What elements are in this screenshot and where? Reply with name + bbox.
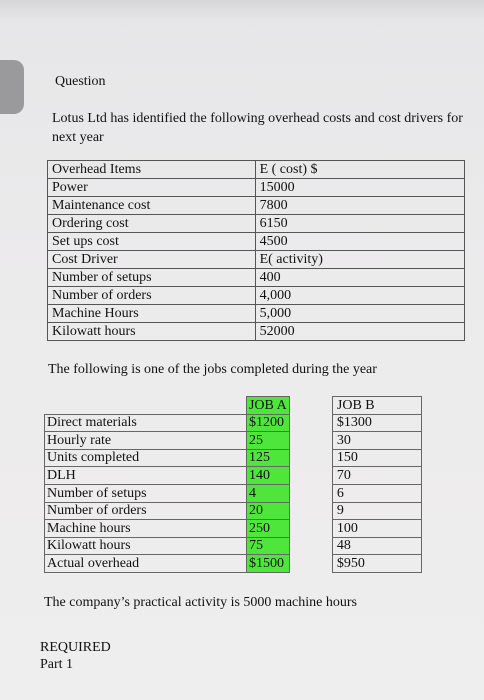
cost-label: Overhead Items [47, 160, 256, 179]
job-label: Kilowatt hours [44, 536, 247, 556]
table-row: Hourly rate 25 30 [44, 431, 423, 450]
job-label: Number of setups [44, 483, 247, 503]
cost-value: 15000 [254, 178, 466, 197]
column-gap [289, 502, 332, 520]
job-label: Number of orders [44, 501, 247, 521]
job-b-header: JOB B [331, 396, 423, 415]
cost-label: Number of orders [47, 286, 256, 305]
intro-text: Lotus Ltd has identified the following o… [52, 111, 463, 145]
column-gap [289, 484, 332, 502]
column-gap [289, 537, 332, 555]
cost-label: Kilowatt hours [47, 322, 256, 341]
job-a-value: 20 [245, 501, 290, 521]
table-row: Kilowatt hours 75 48 [44, 536, 423, 556]
table-row: Number of setups 4 6 [44, 483, 423, 503]
column-gap [289, 449, 332, 467]
table-row: DLH 140 70 [44, 466, 423, 485]
required-part: Part 1 [40, 657, 74, 672]
cost-label: Power [47, 178, 256, 197]
table-row: Overhead Items E ( cost) $ [47, 160, 466, 179]
cost-label: Cost Driver [47, 250, 256, 269]
job-b-value: $950 [331, 554, 423, 573]
job-a-value: 140 [245, 466, 290, 485]
job-label: Direct materials [44, 413, 247, 433]
cost-value: 5,000 [254, 304, 466, 323]
table-row: Power 15000 [47, 178, 466, 197]
column-gap [289, 432, 332, 450]
cost-value: 6150 [254, 214, 466, 233]
column-gap [289, 520, 332, 538]
side-tab [0, 60, 24, 114]
jobs-table: JOB A JOB B Direct materials $1200 $1300 H… [44, 396, 423, 573]
table-row: Machine Hours 5,000 [47, 304, 466, 323]
table-row: Machine hours 250 100 [44, 519, 423, 538]
overhead-cost-table: Overhead Items E ( cost) $ Power 15000 Mai… [47, 160, 466, 341]
table-row: Maintenance cost 7800 [47, 196, 466, 215]
top-bar [0, 0, 484, 18]
job-a-value: 250 [245, 519, 290, 538]
column-gap [289, 467, 332, 485]
table-row: Kilowatt hours 52000 [47, 322, 466, 341]
cost-label: Number of setups [47, 268, 256, 287]
job-b-value: 30 [331, 431, 423, 450]
table-row: Number of setups 400 [47, 268, 466, 287]
column-gap [289, 555, 332, 573]
table-row: Units completed 125 150 [44, 448, 423, 468]
table-row: Ordering cost 6150 [47, 214, 466, 233]
job-a-value: 125 [245, 448, 290, 468]
job-a-value: 4 [245, 483, 290, 503]
table-header-row: JOB A JOB B [45, 396, 423, 415]
header-empty-cell [45, 397, 247, 415]
job-a-value: 25 [245, 431, 290, 450]
cost-value: 7800 [254, 196, 466, 215]
job-a-value: $1500 [245, 554, 290, 573]
job-label: DLH [44, 466, 247, 485]
job-label: Hourly rate [44, 431, 247, 450]
job-a-value: $1200 [245, 413, 290, 433]
cost-value: E ( cost) $ [254, 160, 466, 179]
job-label: Machine hours [44, 519, 247, 538]
job-b-value: 70 [331, 466, 423, 485]
cost-label: Set ups cost [47, 232, 256, 251]
job-b-value: 100 [331, 519, 423, 538]
cost-value: E( activity) [254, 250, 466, 269]
job-b-value: 48 [331, 536, 423, 556]
job-a-header: JOB A [245, 396, 290, 415]
column-gap [289, 397, 332, 415]
table-row: Number of orders 20 9 [44, 501, 423, 521]
question-heading: Question [55, 74, 106, 89]
cost-value: 4,000 [254, 286, 466, 305]
job-b-value: $1300 [331, 413, 423, 433]
table-row: Number of orders 4,000 [47, 286, 466, 305]
practical-activity-text: The company’s practical activity is 5000… [44, 595, 357, 610]
job-b-value: 6 [331, 483, 423, 503]
cost-label: Machine Hours [47, 304, 256, 323]
job-label: Units completed [44, 448, 247, 468]
required-section: REQUIRED Part 1 [40, 639, 111, 673]
cost-label: Maintenance cost [47, 196, 256, 215]
job-label: Actual overhead [44, 554, 247, 573]
table-row: Cost Driver E( activity) [47, 250, 466, 269]
cost-value: 52000 [254, 322, 466, 341]
table-row: Actual overhead $1500 $950 [44, 554, 423, 573]
job-b-value: 9 [331, 501, 423, 521]
column-gap [289, 414, 332, 432]
cost-label: Ordering cost [47, 214, 256, 233]
job-b-value: 150 [331, 448, 423, 468]
jobs-intro-text: The following is one of the jobs complet… [48, 362, 377, 377]
cost-value: 400 [254, 268, 466, 287]
required-title: REQUIRED [40, 640, 111, 655]
table-row: Direct materials $1200 $1300 [44, 413, 423, 433]
job-a-value: 75 [245, 536, 290, 556]
table-row: Set ups cost 4500 [47, 232, 466, 251]
cost-value: 4500 [254, 232, 466, 251]
